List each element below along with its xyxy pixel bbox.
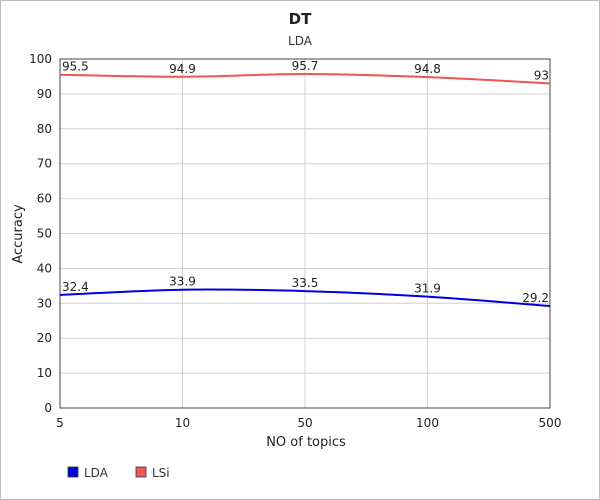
y-tick-label: 40 xyxy=(37,261,52,275)
chart-title: DT xyxy=(289,10,312,28)
series-line-lda xyxy=(59,288,551,308)
data-label: 94.9 xyxy=(169,62,196,76)
y-tick-label: 90 xyxy=(37,87,52,101)
y-tick-label: 80 xyxy=(37,122,52,136)
y-tick-label: 10 xyxy=(37,366,52,380)
y-tick-label: 20 xyxy=(37,331,52,345)
series-line-lsi xyxy=(59,73,551,85)
y-tick-label: 0 xyxy=(44,401,52,415)
x-axis-label: NO of topics xyxy=(266,435,346,450)
x-tick-label: 5 xyxy=(56,416,64,430)
x-tick-labels: 5 10 50 100 500 xyxy=(56,416,561,430)
axes xyxy=(59,58,551,409)
data-label: 93 xyxy=(534,68,549,82)
x-tick-label: 500 xyxy=(539,416,562,430)
legend-swatch-lda xyxy=(67,466,79,478)
data-label: 32.4 xyxy=(62,280,89,294)
y-tick-label: 30 xyxy=(37,296,52,310)
y-tick-label: 70 xyxy=(37,157,52,171)
y-axis-label: Accuracy xyxy=(11,204,26,264)
grid-lines xyxy=(60,58,550,408)
y-tick-labels: 0 10 20 30 40 50 60 70 80 90 100 xyxy=(29,52,52,415)
data-label: 31.9 xyxy=(414,282,441,296)
chart-subtitle: LDA xyxy=(288,34,313,48)
y-tick-label: 100 xyxy=(29,52,52,66)
data-label: 95.5 xyxy=(62,60,89,74)
x-tick-label: 50 xyxy=(297,416,312,430)
data-labels: 32.4 33.9 33.5 31.9 29.2 95.5 94.9 95.7 94.8 93 xyxy=(62,59,549,305)
y-tick-label: 60 xyxy=(37,192,52,206)
plot-area-border xyxy=(59,58,551,409)
legend-swatch-lsi xyxy=(135,466,147,478)
series-lines xyxy=(59,73,551,308)
data-label: 33.5 xyxy=(292,276,319,290)
x-tick-label: 10 xyxy=(175,416,190,430)
legend-label-lsi: LSi xyxy=(152,466,170,480)
data-label: 29.2 xyxy=(522,291,549,305)
y-tick-label: 50 xyxy=(37,227,52,241)
data-label: 95.7 xyxy=(292,59,319,73)
data-label: 94.8 xyxy=(414,62,441,76)
data-label: 33.9 xyxy=(169,275,196,289)
legend-label-lda: LDA xyxy=(84,466,109,480)
legend: LDA LSi xyxy=(67,466,170,480)
x-tick-label: 100 xyxy=(416,416,439,430)
